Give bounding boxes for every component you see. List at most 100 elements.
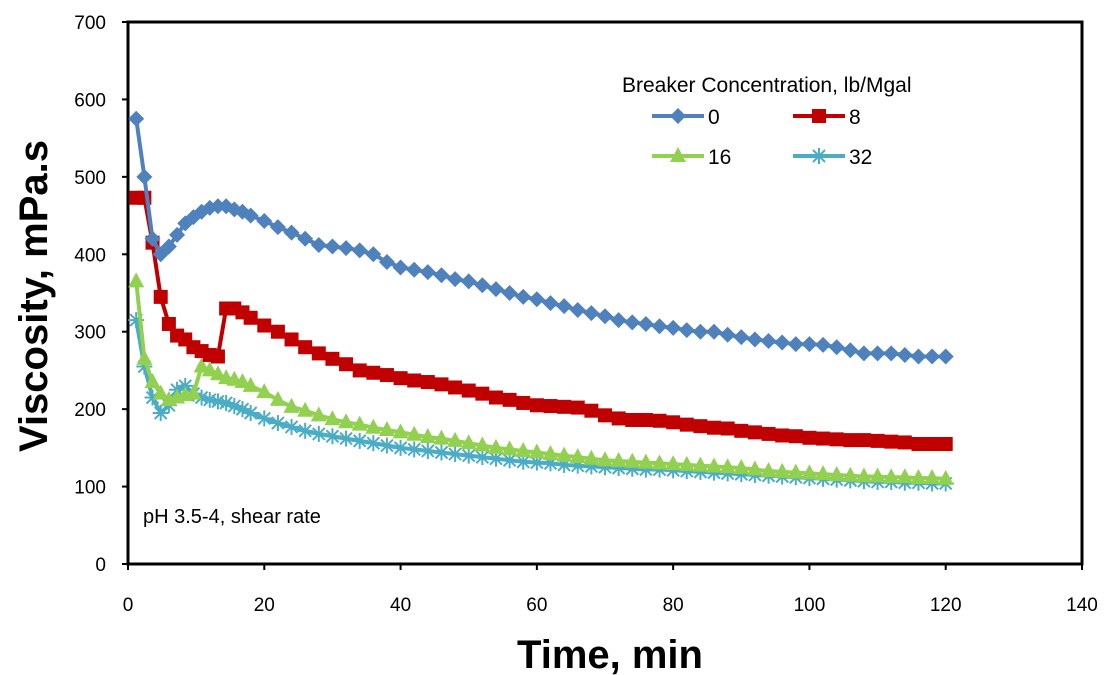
data-point-0	[515, 288, 532, 305]
data-point-8	[502, 392, 517, 407]
data-point-0	[746, 331, 763, 348]
data-point-8	[829, 432, 844, 447]
data-point-8	[434, 377, 449, 392]
data-point-32	[433, 444, 450, 461]
data-point-32	[242, 405, 259, 422]
data-point-16	[144, 373, 161, 389]
data-point-0	[269, 219, 286, 236]
data-point-0	[692, 323, 709, 340]
y-axis-title: Viscosity, mPa.s	[12, 140, 56, 452]
data-point-16	[136, 349, 153, 365]
legend: 0 8 16 32	[652, 106, 872, 169]
data-point-8	[761, 426, 776, 441]
data-point-0	[365, 246, 382, 263]
data-point-0	[256, 212, 273, 229]
data-point-0	[937, 348, 954, 365]
data-point-8	[734, 423, 749, 438]
x-tick-label: 0	[123, 595, 134, 616]
data-point-0	[351, 242, 368, 259]
series-8	[129, 190, 953, 451]
data-point-8	[897, 435, 912, 450]
data-point-8	[257, 318, 272, 333]
data-point-0	[169, 226, 186, 243]
data-point-8	[625, 412, 640, 427]
data-point-8	[311, 346, 326, 361]
data-point-8	[161, 316, 176, 331]
y-axis: 0 100 200 300 400 500 600 700	[74, 13, 128, 576]
data-point-16	[665, 455, 682, 471]
data-point-16	[760, 462, 777, 478]
data-point-16	[501, 440, 518, 456]
data-point-8	[788, 429, 803, 444]
data-point-8	[475, 386, 490, 401]
x-tick-label: 60	[526, 595, 547, 616]
data-point-8	[352, 363, 367, 378]
data-point-16	[896, 468, 913, 484]
data-point-0	[209, 198, 226, 215]
data-point-0	[678, 322, 695, 339]
data-point-0	[542, 295, 559, 312]
data-point-8	[210, 349, 225, 364]
data-point-0	[855, 345, 872, 362]
data-point-8	[298, 340, 313, 355]
data-point-16	[719, 458, 736, 474]
data-point-8	[543, 399, 558, 414]
data-point-8	[720, 421, 735, 436]
data-point-32	[419, 442, 436, 459]
legend-marker	[670, 108, 686, 124]
data-point-16	[746, 460, 763, 476]
data-point-16	[597, 451, 613, 467]
data-point-16	[624, 452, 641, 468]
data-point-16	[365, 418, 382, 434]
y-tick-label: 300	[74, 323, 106, 344]
data-point-16	[610, 452, 627, 468]
data-point-0	[433, 267, 450, 284]
data-point-0	[297, 230, 314, 247]
data-point-16	[569, 448, 586, 464]
data-point-16	[392, 423, 409, 439]
data-point-8	[393, 371, 408, 386]
data-point-16	[487, 438, 504, 454]
data-point-16	[774, 462, 791, 478]
data-point-16	[474, 436, 491, 452]
data-point-16	[234, 373, 251, 389]
data-point-8	[407, 373, 422, 388]
data-point-16	[297, 401, 314, 417]
data-point-16	[242, 376, 259, 392]
data-point-16	[324, 410, 341, 426]
data-point-0	[801, 336, 818, 353]
data-point-0	[883, 345, 900, 362]
data-point-8	[461, 383, 476, 398]
x-tick-label: 20	[254, 595, 275, 616]
data-point-0	[842, 342, 859, 359]
y-tick-label: 700	[74, 13, 106, 34]
data-point-16	[185, 384, 202, 400]
data-point-8	[652, 413, 667, 428]
data-point-8	[925, 436, 940, 451]
x-tick-label: 120	[930, 595, 962, 616]
data-point-8	[529, 398, 544, 413]
data-point-8	[911, 436, 926, 451]
legend-label: 8	[849, 106, 861, 129]
data-point-16	[201, 361, 218, 377]
data-point-32	[256, 410, 273, 427]
data-point-8	[802, 430, 817, 445]
data-point-32	[392, 439, 409, 456]
data-point-0	[774, 334, 791, 351]
data-point-16	[815, 465, 832, 481]
data-point-8	[584, 403, 599, 418]
data-point-8	[707, 420, 722, 435]
data-point-16	[152, 384, 169, 400]
y-tick-label: 200	[74, 400, 106, 421]
data-point-0	[787, 336, 804, 353]
data-point-8	[775, 428, 790, 443]
legend-marker	[811, 148, 827, 164]
data-point-8	[243, 310, 258, 325]
legend-item-0: 0	[652, 106, 720, 129]
data-point-8	[938, 436, 953, 451]
data-point-16	[351, 415, 368, 431]
x-tick-label: 100	[794, 595, 826, 616]
data-point-0	[597, 308, 613, 325]
data-point-16	[828, 465, 845, 481]
data-point-8	[153, 289, 168, 304]
